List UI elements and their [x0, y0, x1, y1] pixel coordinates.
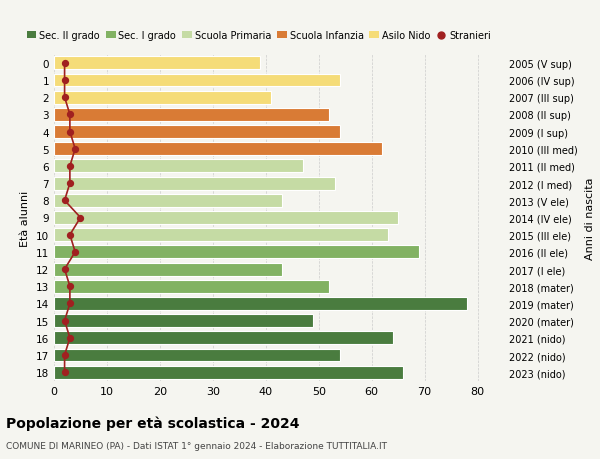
Point — [65, 180, 74, 187]
Bar — [54, 74, 340, 87]
Point — [70, 146, 80, 153]
Point — [60, 266, 70, 273]
Y-axis label: Anni di nascita: Anni di nascita — [584, 177, 595, 259]
Point — [60, 369, 70, 376]
Y-axis label: Età alunni: Età alunni — [20, 190, 31, 246]
Point — [70, 249, 80, 256]
Point — [60, 77, 70, 84]
Point — [65, 163, 74, 170]
Point — [65, 283, 74, 290]
Bar — [54, 263, 281, 276]
Text: COMUNE DI MARINEO (PA) - Dati ISTAT 1° gennaio 2024 - Elaborazione TUTTITALIA.IT: COMUNE DI MARINEO (PA) - Dati ISTAT 1° g… — [6, 441, 387, 450]
Point — [60, 60, 70, 67]
Point — [60, 197, 70, 205]
Bar — [54, 246, 419, 259]
Bar — [54, 109, 329, 122]
Point — [65, 112, 74, 119]
Point — [60, 317, 70, 325]
Bar — [54, 297, 467, 310]
Bar — [54, 349, 340, 362]
Text: Popolazione per età scolastica - 2024: Popolazione per età scolastica - 2024 — [6, 415, 299, 430]
Point — [65, 129, 74, 136]
Bar — [54, 229, 388, 241]
Point — [65, 231, 74, 239]
Legend: Sec. II grado, Sec. I grado, Scuola Primaria, Scuola Infanzia, Asilo Nido, Stran: Sec. II grado, Sec. I grado, Scuola Prim… — [23, 28, 494, 45]
Bar — [54, 57, 260, 70]
Bar — [54, 126, 340, 139]
Bar — [54, 332, 393, 345]
Point — [60, 352, 70, 359]
Bar — [54, 195, 281, 207]
Bar — [54, 314, 313, 327]
Bar — [54, 366, 403, 379]
Point — [65, 335, 74, 342]
Bar — [54, 143, 382, 156]
Point — [60, 94, 70, 101]
Point — [65, 300, 74, 308]
Bar — [54, 160, 303, 173]
Point — [76, 214, 85, 222]
Bar — [54, 280, 329, 293]
Bar — [54, 212, 398, 224]
Bar — [54, 177, 335, 190]
Bar — [54, 91, 271, 104]
